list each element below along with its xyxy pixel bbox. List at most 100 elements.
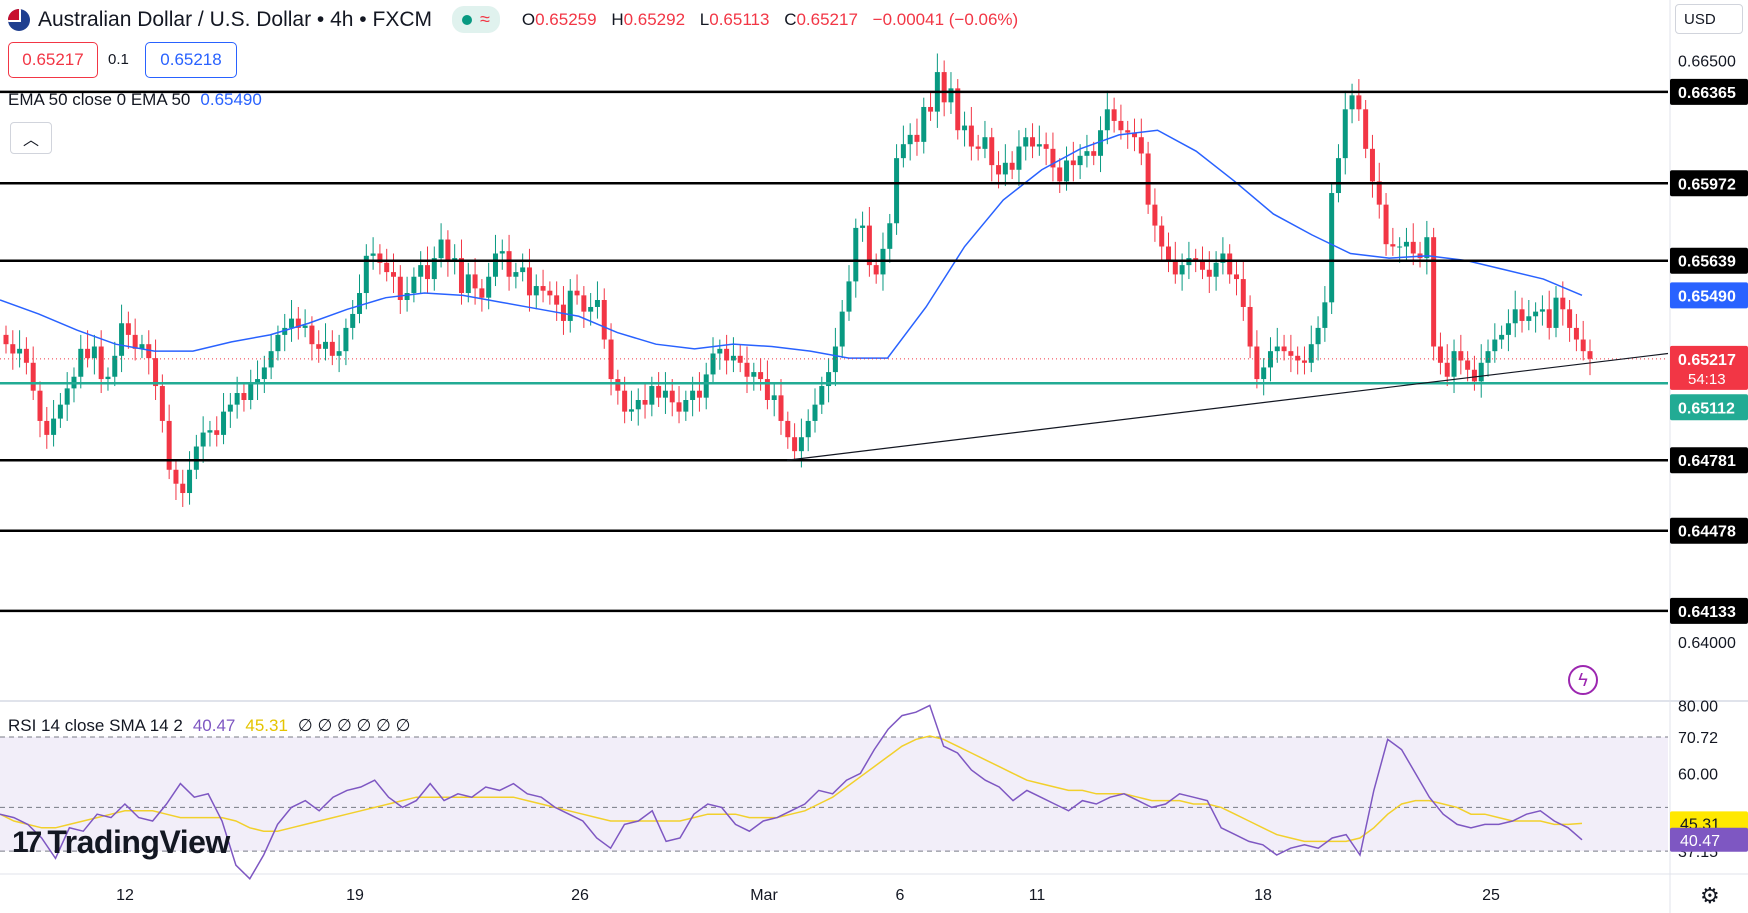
candle [486,262,492,310]
candle-body [1111,109,1117,121]
candle-body [744,362,750,377]
candle [316,330,322,363]
candle-body [921,106,927,142]
symbol-title[interactable]: Australian Dollar / U.S. Dollar • 4h • F… [38,7,432,31]
candle [989,127,995,182]
candle-body [1403,241,1409,247]
candle-body [1492,339,1498,352]
market-status-pill[interactable]: ≈ [452,6,500,33]
tradingview-mark-icon: 17 [12,825,42,859]
candle-body [418,265,424,277]
candle-body [1077,155,1083,166]
ema-legend[interactable]: EMA 50 close 0 EMA 50 0.65490 [8,90,262,110]
time-axis-tick-label: 11 [1029,887,1046,904]
buy-price-button[interactable]: 0.65218 [145,42,237,78]
candle-body [302,325,308,328]
candle [1125,120,1131,149]
candle [520,253,526,282]
rsi-legend[interactable]: RSI 14 close SMA 14 2 40.47 45.31 ∅ ∅ ∅ … [8,716,410,736]
candle-body [1233,274,1239,280]
candle-body [683,400,689,412]
candle-body [452,258,458,261]
candle [3,325,9,354]
candle [1390,227,1396,256]
candle-body [1485,351,1491,363]
candle-body [1519,309,1525,321]
currency-selector[interactable]: USD [1675,4,1743,34]
price-axis-tick-label: 0.66500 [1678,53,1736,70]
candle-body [798,437,804,452]
candle-body [1281,346,1287,352]
candle [424,246,430,294]
candle [1213,251,1219,291]
candle [193,434,199,480]
level-price-tag-text: 0.64781 [1678,453,1736,470]
sell-price-button[interactable]: 0.65217 [8,42,98,78]
candle-body [1030,137,1036,147]
candle-body [1132,132,1138,138]
candle [1240,260,1246,321]
candle [10,330,16,370]
candle-body [1016,146,1022,170]
candle-body [526,267,532,296]
candle [146,330,152,375]
candle [710,337,716,384]
candle [479,279,485,312]
candle [941,60,947,117]
candle [778,379,784,435]
candle [928,93,934,121]
candle [588,293,594,326]
candle-body [458,258,464,294]
candle [17,330,23,368]
candle-body [350,313,356,328]
candle-body [751,372,757,377]
candle [805,409,811,452]
spread-value: 0.1 [108,50,129,68]
candle-body [1505,323,1511,335]
candle-body [445,239,451,261]
candle [1410,223,1416,266]
collapse-legend-button[interactable]: ︿ [10,122,52,154]
candle [1560,281,1566,326]
candle [445,230,451,277]
candle-body [1308,344,1314,363]
candle [391,253,397,294]
candle-body [982,137,988,149]
candle [866,206,872,277]
candle [560,286,566,335]
candle-body [336,351,342,356]
lightning-icon[interactable]: ϟ [1568,665,1598,695]
candle [1342,90,1348,175]
candle [275,325,281,361]
support-price-tag: 0.65112 [1670,394,1748,421]
candle [554,281,560,321]
candle [907,123,913,161]
candle [452,244,458,275]
candle [1505,309,1511,352]
candle-body [656,386,662,398]
candle [323,323,329,361]
candle [826,358,832,403]
candle-body [1410,241,1416,254]
candle [207,420,213,447]
candle-body [214,430,220,435]
candle-body [486,276,492,298]
candle-body [1295,355,1301,361]
candle-body [499,251,505,254]
candle [57,393,63,428]
candle-body [431,258,437,280]
candle-body [1369,148,1375,182]
tradingview-logo[interactable]: 17 TradingView [12,824,230,861]
candle [642,383,648,419]
candle-body [1512,309,1518,324]
candle-body [64,388,70,405]
candle-body [424,265,430,280]
settings-gear-icon[interactable]: ⚙ [1700,883,1720,908]
ema-price-tag-bg [1670,282,1748,309]
level-price-tag-bg [1670,78,1748,105]
candle [1091,141,1097,166]
candle [962,111,968,147]
candle-body [1152,204,1158,226]
candle [696,372,702,412]
